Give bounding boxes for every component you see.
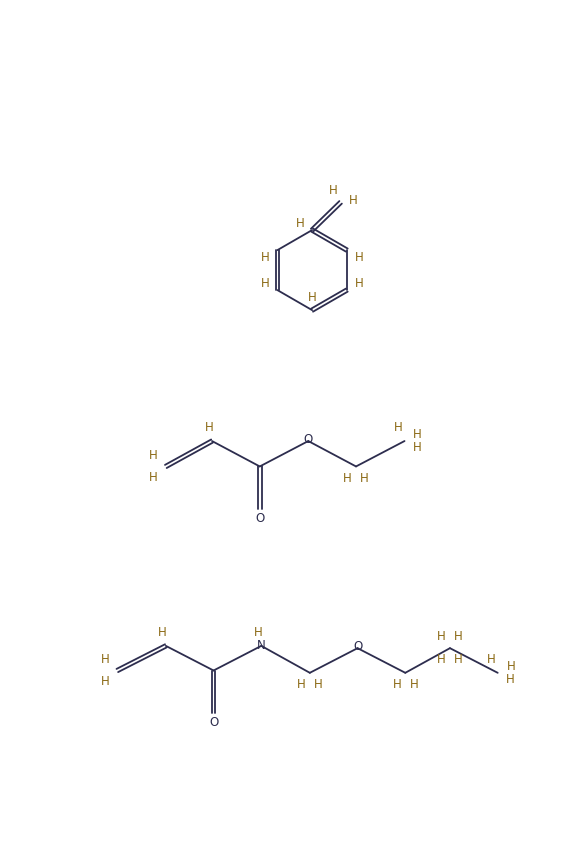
Text: H: H xyxy=(506,673,514,686)
Text: H: H xyxy=(329,183,338,197)
Text: H: H xyxy=(254,626,263,639)
Text: H: H xyxy=(158,626,167,639)
Text: H: H xyxy=(506,660,515,673)
Text: H: H xyxy=(260,251,269,264)
Text: H: H xyxy=(314,678,323,691)
Text: H: H xyxy=(343,471,352,485)
Text: H: H xyxy=(409,678,418,691)
Text: H: H xyxy=(297,678,306,691)
Text: N: N xyxy=(257,639,266,653)
Text: H: H xyxy=(394,422,403,435)
Text: H: H xyxy=(101,653,109,666)
Text: H: H xyxy=(349,193,358,206)
Text: H: H xyxy=(205,422,213,435)
Text: O: O xyxy=(303,433,313,446)
Text: H: H xyxy=(454,653,463,666)
Text: H: H xyxy=(295,217,304,230)
Text: H: H xyxy=(413,429,422,441)
Text: H: H xyxy=(260,278,269,291)
Text: H: H xyxy=(360,471,369,485)
Text: H: H xyxy=(101,675,109,688)
Text: H: H xyxy=(355,251,363,264)
Text: O: O xyxy=(255,512,265,526)
Text: H: H xyxy=(437,630,446,643)
Text: H: H xyxy=(308,291,316,304)
Text: H: H xyxy=(454,630,463,643)
Text: H: H xyxy=(149,449,158,462)
Text: H: H xyxy=(437,653,446,666)
Text: H: H xyxy=(392,678,401,691)
Text: H: H xyxy=(149,470,158,484)
Text: H: H xyxy=(412,441,421,454)
Text: O: O xyxy=(209,717,218,729)
Text: O: O xyxy=(353,640,362,653)
Text: H: H xyxy=(487,653,496,666)
Text: H: H xyxy=(355,278,363,291)
